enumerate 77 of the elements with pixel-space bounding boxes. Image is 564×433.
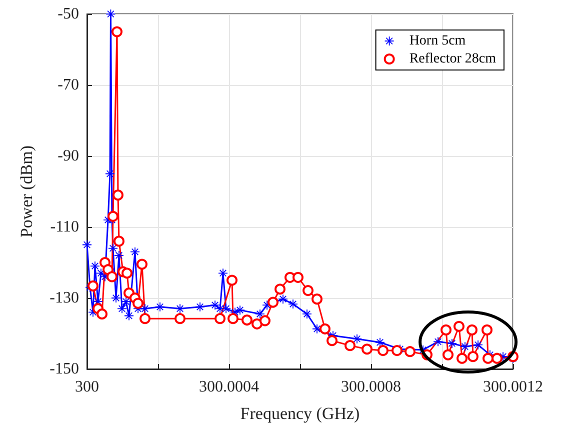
x-axis-title: Frequency (GHz) [240, 404, 360, 423]
point [252, 318, 263, 330]
point [468, 351, 478, 362]
point [155, 302, 164, 312]
point [326, 335, 338, 346]
point [140, 313, 151, 324]
point [226, 274, 238, 286]
x-tick-label: 300.0008 [341, 378, 401, 396]
point [492, 352, 503, 364]
point [278, 294, 288, 304]
y-tick-label: -90 [58, 148, 79, 164]
point [288, 300, 298, 309]
point [466, 324, 478, 336]
point [302, 309, 312, 318]
x-tick-label: 300.0012 [483, 378, 543, 396]
point [255, 309, 264, 318]
point [474, 340, 483, 350]
point [454, 320, 465, 332]
point [174, 313, 186, 324]
point [96, 308, 108, 320]
point [392, 345, 403, 356]
point [122, 297, 131, 306]
point [222, 304, 231, 314]
point [242, 314, 252, 326]
legend-label: Horn 5cm [409, 34, 466, 48]
y-tick-label: -130 [50, 290, 79, 306]
point [460, 342, 470, 352]
point [107, 210, 118, 222]
x-tick-label: 300.0004 [199, 378, 259, 396]
y-axis-title: Power (dBm) [17, 145, 36, 238]
point [442, 349, 454, 360]
point [260, 315, 270, 326]
point [456, 352, 468, 364]
point [140, 304, 150, 314]
point [376, 338, 385, 347]
point [108, 244, 118, 253]
point [218, 268, 228, 278]
point [344, 340, 356, 352]
point [114, 250, 124, 260]
point [236, 306, 245, 315]
y-tick-label: -150 [50, 360, 79, 378]
point [214, 313, 226, 324]
point [132, 298, 144, 309]
point [352, 334, 362, 344]
point [130, 247, 140, 256]
point [113, 236, 124, 247]
point [122, 268, 133, 279]
point [404, 346, 416, 358]
y-tick-label: -70 [58, 76, 79, 94]
point [136, 258, 148, 270]
point [112, 294, 121, 302]
legend-label: Reflector 28cm [409, 52, 496, 66]
point [362, 344, 373, 355]
point [302, 285, 314, 296]
point [112, 26, 122, 38]
point [440, 324, 452, 336]
point [482, 352, 494, 364]
point [482, 324, 493, 336]
point [434, 337, 443, 346]
point [312, 294, 323, 305]
point [176, 304, 185, 314]
point [106, 271, 118, 282]
point [210, 300, 220, 310]
point [320, 323, 330, 334]
point [448, 338, 457, 348]
x-tick-label: 300 [75, 378, 99, 396]
point [268, 296, 279, 308]
point [88, 280, 98, 292]
point [112, 190, 124, 201]
point [292, 272, 304, 283]
point [378, 345, 388, 356]
point [274, 284, 286, 295]
point [118, 304, 127, 314]
point [195, 302, 204, 312]
y-tick-label: -110 [50, 218, 79, 236]
y-tick-label: -50 [58, 6, 79, 22]
point [228, 313, 239, 324]
